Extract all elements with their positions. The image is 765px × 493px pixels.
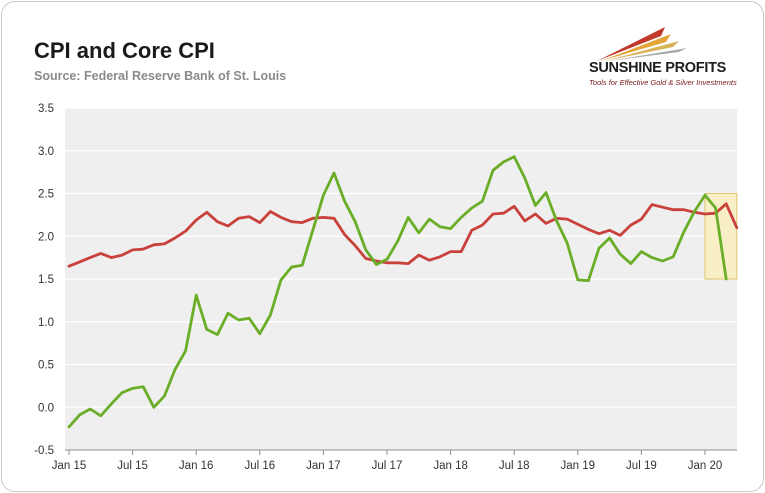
x-tick-label: Jan 18 [433, 460, 468, 472]
logo-sun-rays-icon [597, 27, 687, 61]
x-tick-label: Jan 15 [52, 460, 87, 472]
core-cpi-series-line [67, 202, 739, 268]
chart-source: Source: Federal Reserve Bank of St. Loui… [34, 69, 287, 83]
y-tick-label: 1.0 [38, 317, 54, 329]
y-tick-label: 2.5 [38, 189, 54, 201]
x-tick-label: Jan 19 [561, 460, 596, 472]
y-tick-label: 0.0 [38, 402, 54, 414]
y-tick-label: 3.0 [38, 146, 54, 158]
sunshine-profits-logo: SUNSHINE PROFITS Tools for Effective Gol… [587, 24, 737, 94]
x-tick-label: Jan 16 [179, 460, 214, 472]
x-tick-label: Jul 15 [117, 460, 148, 472]
cpi-series-line [67, 155, 728, 429]
y-tick-label: 3.5 [38, 103, 54, 115]
x-tick-label: Jul 16 [244, 460, 275, 472]
logo-tagline: Tools for Effective Gold & Silver Invest… [589, 78, 737, 87]
x-tick-label: Jan 20 [688, 460, 723, 472]
y-axis: -0.5 0.0 0.5 1.0 1.5 2.0 2.5 3.0 3.5 [34, 103, 54, 457]
series-lines [67, 155, 739, 429]
x-tick-label: Jan 17 [306, 460, 341, 472]
y-tick-label: 0.5 [38, 360, 54, 372]
x-tick-label: Jul 18 [499, 460, 530, 472]
x-axis-labels: Jan 15 Jul 15 Jan 16 Jul 16 Jan 17 Jul 17 Jan … [52, 450, 723, 472]
logo-name: SUNSHINE PROFITS [589, 60, 726, 76]
y-tick-label: -0.5 [34, 445, 54, 457]
x-tick-label: Jul 17 [372, 460, 403, 472]
x-tick-label: Jul 19 [626, 460, 657, 472]
y-tick-label: 1.5 [38, 274, 54, 286]
chart-title: CPI and Core CPI [34, 38, 215, 63]
y-tick-label: 2.0 [38, 231, 54, 243]
